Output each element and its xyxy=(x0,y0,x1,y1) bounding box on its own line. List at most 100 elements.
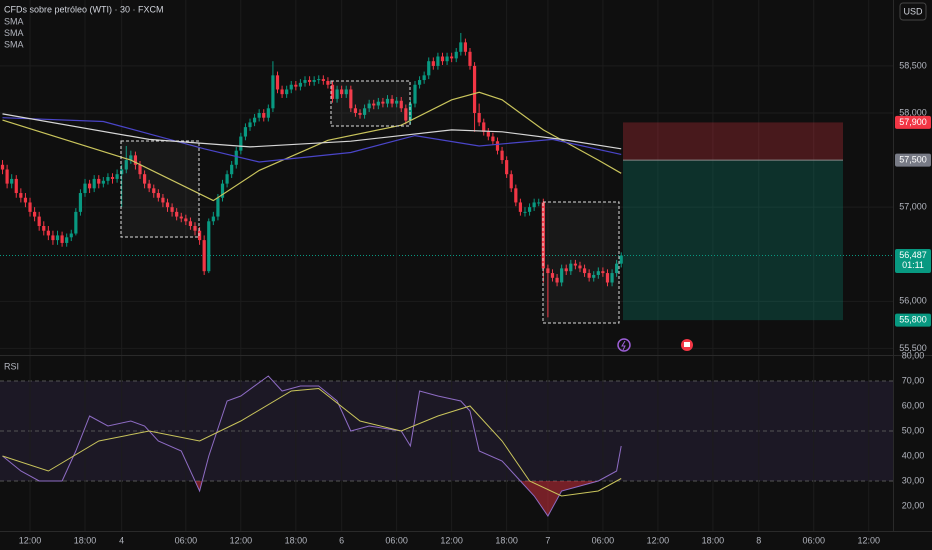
candle-body xyxy=(10,178,14,184)
legend-entry: SMA xyxy=(4,39,24,49)
price-tag-label: 57,900 xyxy=(899,117,927,127)
candle-body xyxy=(0,164,5,170)
chart-title: CFDs sobre petróleo (WTI) · 30 · FXCM xyxy=(4,4,164,14)
candle-body xyxy=(179,216,183,219)
candle-body xyxy=(427,61,431,76)
candle-body xyxy=(367,103,371,109)
candle-body xyxy=(385,98,390,104)
candle-body xyxy=(509,174,513,189)
candle-body xyxy=(482,122,486,132)
currency-button[interactable] xyxy=(899,2,927,21)
x-tick-label: 12:00 xyxy=(857,535,880,545)
candle-body xyxy=(450,56,454,59)
candle-body xyxy=(592,274,596,278)
candle-body xyxy=(152,188,156,194)
candle-body xyxy=(550,273,555,278)
selection-box xyxy=(542,201,620,324)
candle-body xyxy=(65,237,69,243)
selection-box xyxy=(330,80,411,127)
candle-body xyxy=(129,155,133,161)
candle-body xyxy=(234,150,238,165)
candle-body xyxy=(404,108,408,121)
candle-body xyxy=(252,117,257,123)
x-tick-label: 18:00 xyxy=(285,535,308,545)
marks xyxy=(0,32,623,517)
candle-body xyxy=(280,89,284,95)
legend-entry: SMA xyxy=(4,16,24,26)
candle-body xyxy=(230,164,234,175)
x-tick-label: 6 xyxy=(339,535,344,545)
candle-body xyxy=(303,80,307,83)
price-tag xyxy=(895,153,931,167)
line xyxy=(2,387,622,497)
candle-body xyxy=(165,202,170,208)
candle-body xyxy=(106,177,110,181)
candle-body xyxy=(605,273,610,283)
candle-body xyxy=(285,89,289,95)
candle-body xyxy=(19,193,23,198)
candle-body xyxy=(60,235,64,243)
candle-body xyxy=(74,211,78,234)
rsi-title: RSI xyxy=(4,361,19,371)
x-tick-label: 06:00 xyxy=(175,535,198,545)
stop-zone xyxy=(623,122,843,161)
candle-body xyxy=(87,183,92,189)
candle-body xyxy=(133,155,138,165)
candle-body xyxy=(459,42,463,52)
x-tick-label: 12:00 xyxy=(230,535,253,545)
position-tool xyxy=(623,122,843,321)
candle-body xyxy=(477,112,481,123)
candle-body xyxy=(175,211,179,217)
candle-body xyxy=(138,164,142,175)
candle-body xyxy=(92,178,96,189)
candle-body xyxy=(42,225,46,231)
candle-body xyxy=(289,84,293,90)
currency: USD xyxy=(903,6,923,16)
event-icon-bolt xyxy=(621,340,626,351)
candle-body xyxy=(527,207,532,212)
candle-body xyxy=(147,183,151,189)
x-tick-label: 12:00 xyxy=(19,535,42,545)
candle-body xyxy=(170,207,174,212)
candle-body xyxy=(33,211,37,217)
candle-body xyxy=(193,225,197,231)
candle-body xyxy=(184,218,188,222)
candle-body xyxy=(298,82,303,87)
candle-body xyxy=(395,100,399,104)
candle-body xyxy=(578,265,582,269)
candle-body xyxy=(560,268,564,283)
candle-body xyxy=(596,271,600,275)
candle-body xyxy=(610,273,614,283)
candle-body xyxy=(505,160,509,175)
x-tick-label: 12:00 xyxy=(647,535,670,545)
candle-body xyxy=(23,197,28,203)
candle-body xyxy=(500,150,504,161)
candle-body xyxy=(615,263,619,274)
candle-body xyxy=(55,235,60,241)
candle-body xyxy=(110,177,115,179)
candle-body xyxy=(46,230,50,236)
x-tick-label: 06:00 xyxy=(385,535,408,545)
candle-body xyxy=(28,202,32,212)
countdown: 01:11 xyxy=(902,260,924,270)
candle-body xyxy=(262,112,266,118)
line xyxy=(2,91,622,202)
candle-body xyxy=(97,178,101,184)
x-tick-label: 8 xyxy=(756,535,761,545)
candle-body xyxy=(472,65,477,113)
y-tick-label: 20,00 xyxy=(902,500,925,510)
x-tick-label: 12:00 xyxy=(440,535,463,545)
candle-body xyxy=(248,122,252,128)
x-tick-label: 18:00 xyxy=(495,535,518,545)
y-tick-label: 80,00 xyxy=(902,350,925,360)
candle-body xyxy=(431,61,435,66)
y-tick-label: 30,00 xyxy=(902,475,925,485)
event-icon[interactable] xyxy=(617,338,631,352)
candle-body xyxy=(207,221,211,272)
x-tick-label: 06:00 xyxy=(802,535,825,545)
candle-body xyxy=(518,202,523,212)
legend-entry: SMA xyxy=(4,28,24,38)
candle-body xyxy=(120,169,124,175)
